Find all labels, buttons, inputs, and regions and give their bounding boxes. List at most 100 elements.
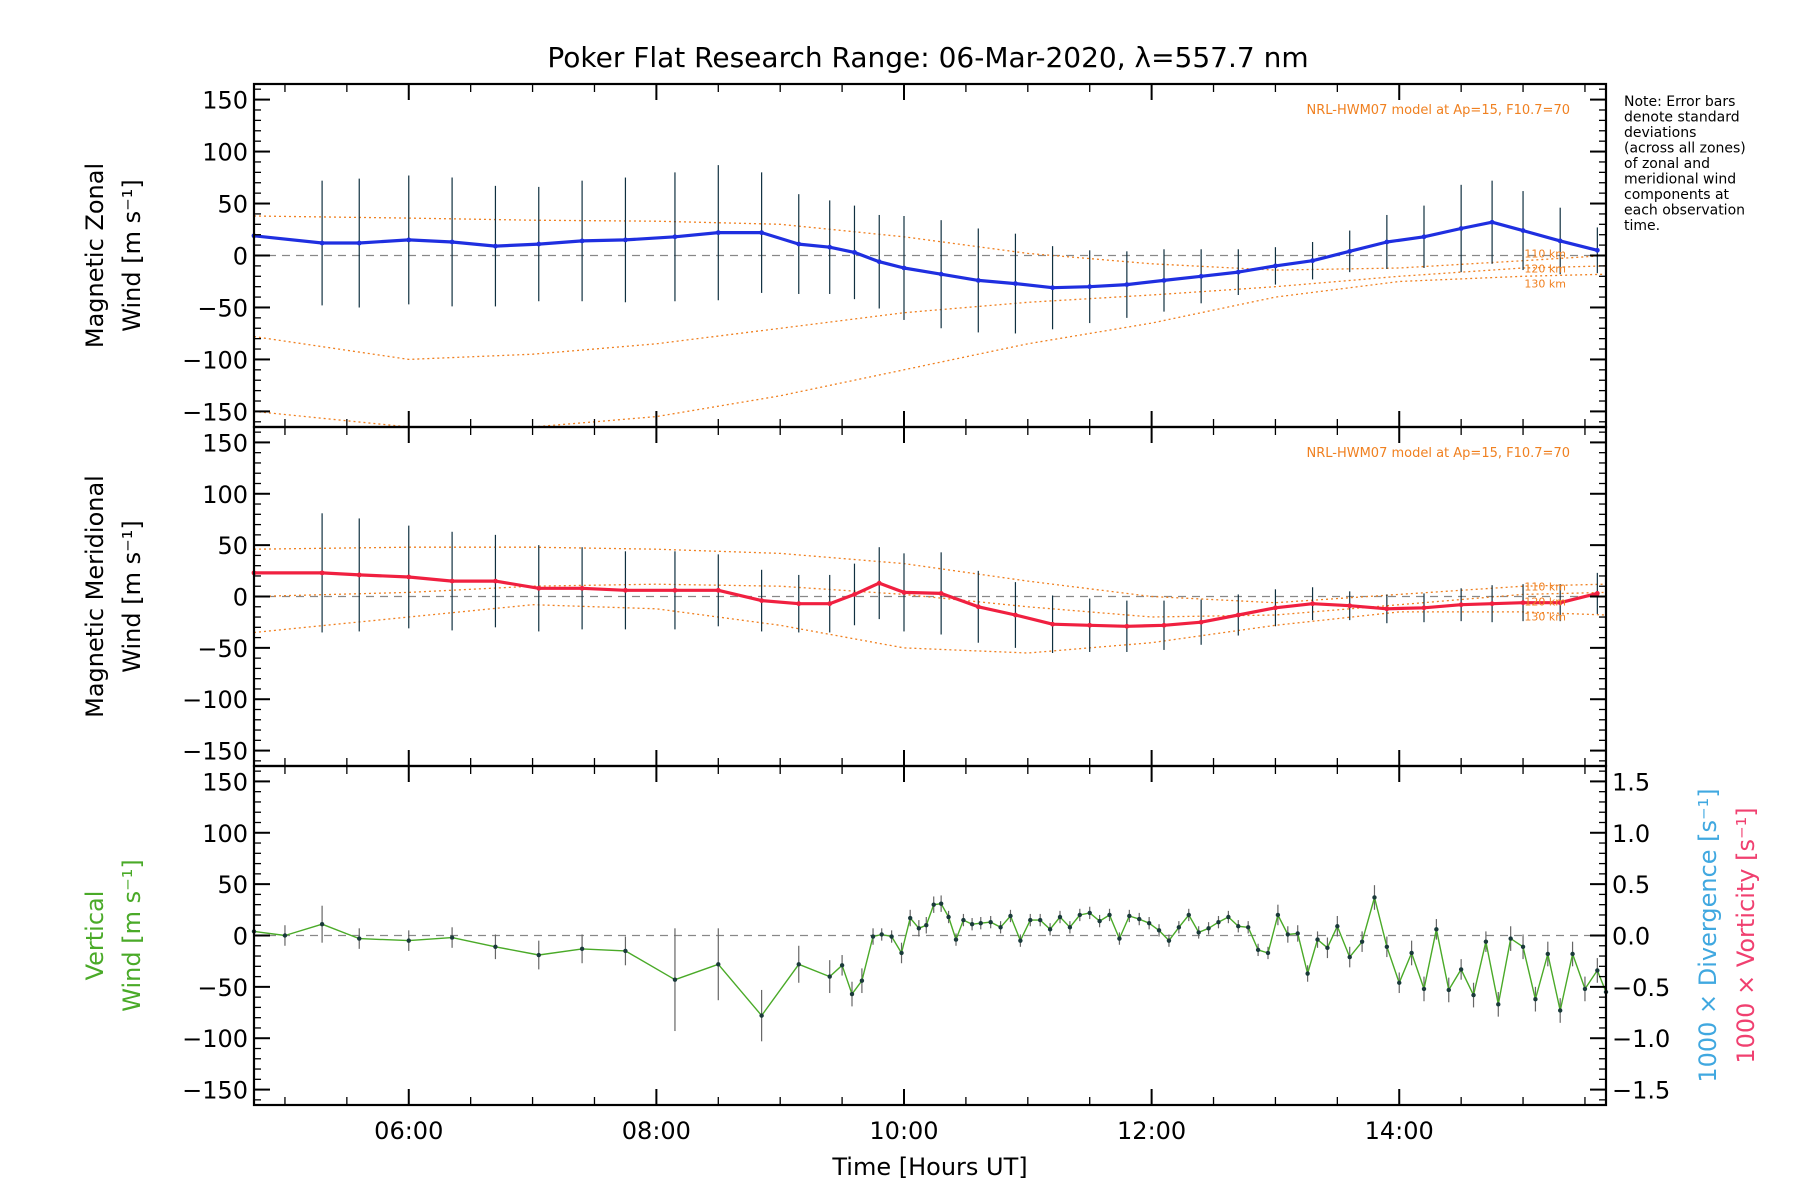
altitude-label: 130 km xyxy=(1524,610,1566,623)
data-point xyxy=(1008,913,1013,919)
data-point xyxy=(1520,600,1526,606)
data-point xyxy=(1236,924,1241,929)
y-tick-label: 150 xyxy=(202,429,248,457)
data-point xyxy=(1384,239,1390,245)
data-point xyxy=(1013,612,1018,618)
data-point xyxy=(406,938,411,943)
data-point xyxy=(1557,600,1563,606)
data-point xyxy=(946,914,951,920)
data-point xyxy=(1265,950,1271,956)
x-tick-label: 06:00 xyxy=(374,1117,443,1145)
data-point xyxy=(1107,912,1112,918)
data-point xyxy=(406,237,412,243)
data-point xyxy=(938,271,944,277)
data-point xyxy=(759,1013,764,1018)
altitude-label: 120 km xyxy=(1524,595,1566,608)
data-point xyxy=(1421,605,1427,611)
data-point xyxy=(1124,623,1130,629)
data-point xyxy=(1458,226,1464,231)
data-point xyxy=(1347,248,1353,254)
data-point xyxy=(1273,605,1278,611)
data-point xyxy=(1255,947,1261,953)
data-point xyxy=(536,952,541,958)
data-point xyxy=(1458,602,1464,608)
series-line-measured xyxy=(254,571,1598,628)
y2-tick-label: 0.5 xyxy=(1612,871,1650,899)
data-point xyxy=(579,238,585,244)
y-tick-label: 0 xyxy=(233,923,248,951)
data-point xyxy=(357,936,362,941)
y-tick-label: 50 xyxy=(217,191,248,219)
data-point xyxy=(1146,920,1152,926)
data-point xyxy=(1305,971,1310,976)
data-point xyxy=(672,234,678,240)
data-point xyxy=(1489,219,1495,225)
x-tick-label: 12:00 xyxy=(1117,1117,1186,1145)
series-line-vertical xyxy=(253,896,1607,1017)
data-point xyxy=(536,585,542,591)
data-point xyxy=(1235,269,1241,275)
data-point xyxy=(1421,234,1427,240)
panel-vertical: 150 100 50 0 −50 −100 −150 Vertical Wind [m s⁻¹]… xyxy=(81,764,1760,1181)
data-point xyxy=(1275,912,1281,918)
data-point xyxy=(493,243,498,249)
data-point xyxy=(759,598,765,604)
data-point xyxy=(759,230,765,236)
data-point xyxy=(1176,925,1182,930)
y-axis-label: Wind [m s⁻¹] xyxy=(118,859,146,1011)
data-point xyxy=(1496,1002,1501,1007)
data-point xyxy=(879,932,884,937)
data-point xyxy=(1347,603,1353,609)
data-point xyxy=(827,601,833,607)
data-point xyxy=(978,920,983,926)
data-point xyxy=(1050,285,1055,291)
data-point xyxy=(1166,938,1172,943)
data-point xyxy=(1594,247,1600,253)
data-point xyxy=(319,570,325,576)
note-line: deviations xyxy=(1624,125,1696,141)
data-point xyxy=(1409,950,1414,956)
data-point xyxy=(1028,917,1033,923)
panels: NRL-HWM07 model at Ap=15, F10.7=70 110 km… xyxy=(81,82,1760,1181)
data-point xyxy=(907,915,913,921)
data-point xyxy=(975,278,981,283)
data-point xyxy=(449,239,455,245)
altitude-label: 110 km xyxy=(1524,580,1566,593)
data-point xyxy=(961,917,966,923)
y-axis-label: Magnetic Meridional xyxy=(81,475,109,718)
data-point xyxy=(715,230,721,236)
data-point xyxy=(1582,986,1588,992)
y-tick-label: 150 xyxy=(202,768,248,796)
data-point xyxy=(1310,601,1315,607)
data-point xyxy=(715,587,721,593)
data-point xyxy=(1198,273,1204,279)
model-curve-120km xyxy=(253,265,1607,361)
x-tick-label: 10:00 xyxy=(869,1117,938,1145)
y2-tick-label: −1.0 xyxy=(1612,1025,1670,1053)
series-line-measured xyxy=(253,220,1598,290)
data-point xyxy=(493,578,498,584)
data-point xyxy=(1087,284,1093,290)
y-axis-label: Wind [m s⁻¹] xyxy=(118,520,146,672)
data-point xyxy=(876,259,882,265)
data-point xyxy=(1384,606,1390,612)
x-tick-label: 08:00 xyxy=(622,1117,691,1145)
data-point xyxy=(1161,278,1167,283)
data-point xyxy=(1570,951,1575,957)
data-point xyxy=(1545,951,1551,957)
y-axis-label: Wind [m s⁻¹] xyxy=(118,179,146,331)
data-point xyxy=(1235,612,1241,618)
y-tick-label: 50 xyxy=(217,871,248,899)
data-point xyxy=(870,934,876,939)
data-point xyxy=(1273,263,1278,269)
data-point xyxy=(1446,987,1451,993)
altitude-label: 110 km xyxy=(1524,248,1566,261)
data-point xyxy=(931,902,936,907)
model-curve-130km xyxy=(253,604,1607,654)
data-point xyxy=(1347,954,1352,960)
data-point xyxy=(1295,931,1300,936)
data-point xyxy=(1533,996,1538,1002)
data-point xyxy=(319,240,325,246)
data-point xyxy=(623,948,628,954)
